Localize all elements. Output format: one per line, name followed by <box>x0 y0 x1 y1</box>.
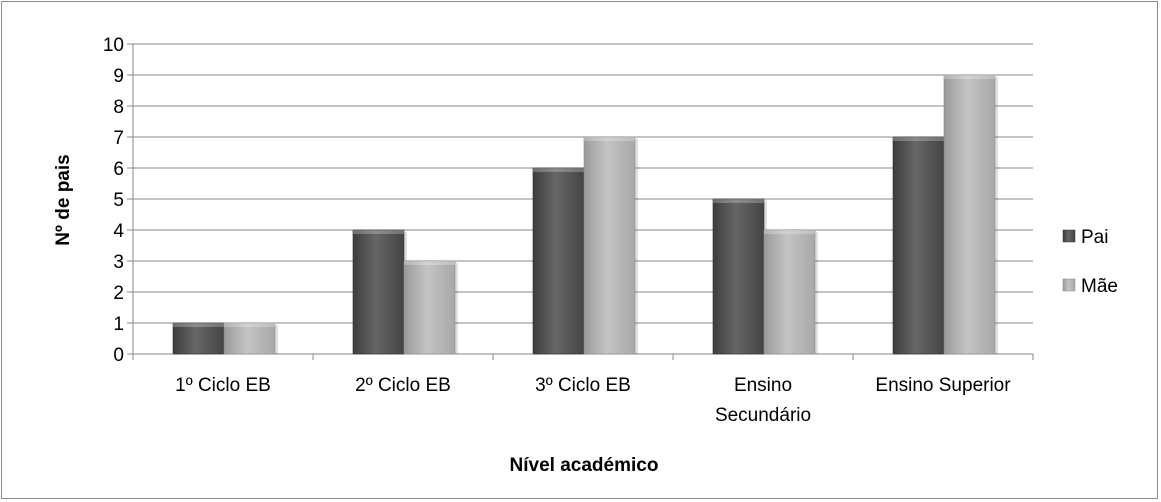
y-tick-label: 5 <box>113 190 124 211</box>
legend: Pai Mãe <box>1062 227 1118 297</box>
bar-pai <box>172 322 225 355</box>
x-tick-label: 3º Ciclo EB <box>535 375 631 396</box>
x-tick-label: 1º Ciclo EB <box>175 375 271 396</box>
bar-highlight <box>224 323 275 327</box>
bar-highlight <box>404 261 455 265</box>
bar-pai <box>352 229 405 355</box>
bar-highlight <box>173 323 224 327</box>
bar-pai <box>712 198 765 355</box>
y-tick-label: 6 <box>113 159 124 180</box>
bar-pai <box>532 167 585 355</box>
x-axis-title: Nível académico <box>510 455 659 476</box>
y-tick-label: 4 <box>113 221 124 242</box>
bar-highlight <box>764 230 815 234</box>
x-tick-label: 2º Ciclo EB <box>355 375 451 396</box>
y-tick-label: 8 <box>113 97 124 118</box>
bar-mae <box>583 136 636 355</box>
legend-swatch-pai <box>1062 229 1076 243</box>
y-tick-label: 3 <box>113 252 124 273</box>
bar-mae <box>403 260 456 355</box>
grid-lines <box>133 43 1033 324</box>
bar-mae <box>943 74 996 355</box>
bar-mae <box>223 322 276 355</box>
legend-swatch-mae <box>1062 278 1076 292</box>
x-tick-label: Secundário <box>715 405 811 426</box>
y-tick-labels: 0 1 2 3 4 5 6 7 8 9 10 <box>103 35 125 366</box>
y-tick-label: 9 <box>113 66 124 87</box>
bar-pai <box>892 136 945 355</box>
y-tick-label: 0 <box>113 345 124 366</box>
y-tick-label: 10 <box>103 35 124 56</box>
y-tick-label: 1 <box>113 314 124 335</box>
x-tick-label: Ensino <box>734 375 792 396</box>
y-axis-title: Nº de pais <box>53 154 74 245</box>
bar-mae <box>763 229 816 355</box>
bar-highlight <box>944 75 995 79</box>
x-tick-labels: 1º Ciclo EB 2º Ciclo EB 3º Ciclo EB Ensino S… <box>175 375 1011 426</box>
x-tick-label: Ensino Superior <box>875 375 1011 396</box>
bar-highlight <box>584 137 635 141</box>
bars <box>172 74 998 355</box>
bar-highlight <box>353 230 404 234</box>
y-tick-label: 2 <box>113 283 124 304</box>
y-tick-label: 7 <box>113 128 124 149</box>
bar-highlight <box>893 137 944 141</box>
bar-highlight <box>713 199 764 203</box>
bar-highlight <box>533 168 584 172</box>
legend-label-mae: Mãe <box>1081 276 1118 297</box>
legend-label-pai: Pai <box>1081 227 1108 248</box>
